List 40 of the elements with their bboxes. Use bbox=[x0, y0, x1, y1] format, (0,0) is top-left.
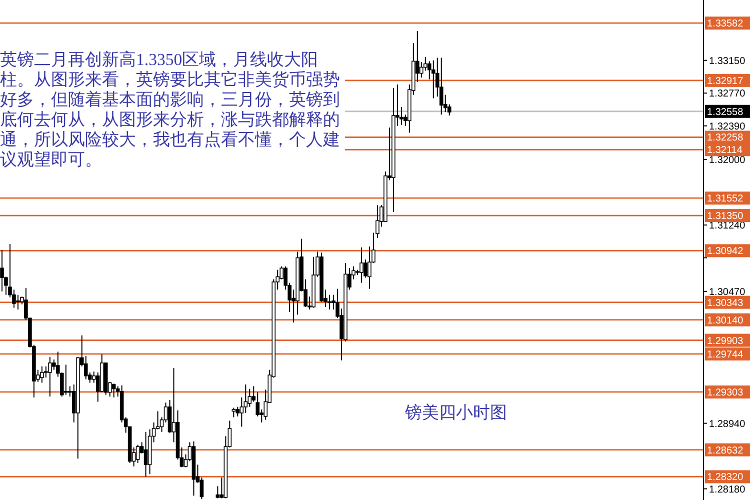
y-tick-label: 1.32000 bbox=[709, 154, 746, 166]
ref-line-label: 1.32258 bbox=[707, 132, 744, 144]
y-tick-label: 1.32770 bbox=[709, 88, 746, 100]
candlestick bbox=[232, 407, 236, 418]
ref-line-label: 1.29903 bbox=[707, 336, 744, 347]
ref-line-label: 1.33582 bbox=[707, 18, 744, 30]
candlestick bbox=[431, 60, 436, 99]
ref-line-label: 1.30140 bbox=[707, 315, 744, 326]
candlestick bbox=[216, 486, 220, 499]
candlestick bbox=[136, 444, 140, 464]
candlestick bbox=[236, 406, 240, 417]
candlestick bbox=[439, 57, 444, 116]
ref-line-label: 1.29744 bbox=[707, 349, 744, 360]
y-tick-label: 1.28180 bbox=[709, 484, 746, 496]
y-tick-label: 1.28940 bbox=[709, 418, 746, 430]
candlestick bbox=[244, 384, 248, 414]
ref-line-label: 1.28632 bbox=[707, 445, 744, 456]
candlestick bbox=[360, 246, 364, 284]
candlestick bbox=[48, 356, 52, 398]
ref-line-label: 1.31552 bbox=[707, 194, 744, 205]
y-tick-label: 1.32390 bbox=[709, 121, 746, 132]
ref-line-label: 1.30942 bbox=[707, 246, 744, 258]
annotation: 英镑二月再创新高1.3350区域，月线收大阳柱。从图形来看，英镑要比其它非美货币强势好多，但随着基本面的影响，三月份，英镑到底何去何从，从图形来分析，涨与跌都解释的通，所以风险较大，我也有点看不懂，个人建议观望即可。 bbox=[0, 50, 341, 170]
candlestick bbox=[16, 294, 20, 310]
text: 镑美四小时图 bbox=[404, 403, 507, 422]
ref-line-label: 1.32917 bbox=[707, 76, 744, 87]
ref-line-label: 1.32114 bbox=[707, 145, 743, 156]
candlestick bbox=[0, 250, 4, 292]
y-tick-label: 1.30470 bbox=[709, 286, 746, 298]
ref-line-label: 1.32558 bbox=[707, 106, 744, 118]
y-tick-label: 1.33150 bbox=[709, 56, 746, 67]
ref-line-label: 1.29303 bbox=[707, 387, 744, 398]
candlestick bbox=[200, 477, 204, 500]
ref-line-label: 1.31350 bbox=[707, 211, 744, 222]
candlestick bbox=[40, 366, 44, 384]
candlestick bbox=[64, 364, 68, 396]
candlestick bbox=[144, 431, 148, 478]
candlestick bbox=[112, 383, 116, 398]
ref-line-label: 1.28320 bbox=[707, 472, 744, 484]
ref-line-label: 1.30343 bbox=[707, 298, 744, 309]
